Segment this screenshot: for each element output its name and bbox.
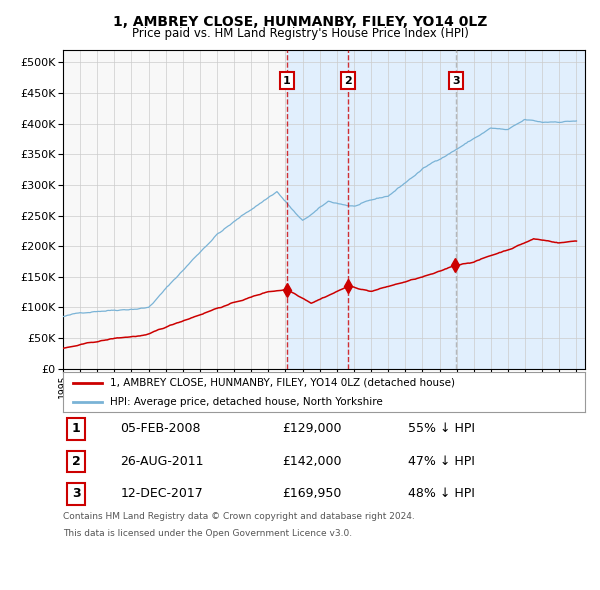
Text: Price paid vs. HM Land Registry's House Price Index (HPI): Price paid vs. HM Land Registry's House … — [131, 27, 469, 40]
Text: 2: 2 — [71, 455, 80, 468]
Text: 26-AUG-2011: 26-AUG-2011 — [121, 455, 204, 468]
Text: 1, AMBREY CLOSE, HUNMANBY, FILEY, YO14 0LZ (detached house): 1, AMBREY CLOSE, HUNMANBY, FILEY, YO14 0… — [110, 378, 455, 388]
Text: HPI: Average price, detached house, North Yorkshire: HPI: Average price, detached house, Nort… — [110, 397, 383, 407]
Text: 05-FEB-2008: 05-FEB-2008 — [121, 422, 201, 435]
Text: 47% ↓ HPI: 47% ↓ HPI — [407, 455, 475, 468]
Text: 12-DEC-2017: 12-DEC-2017 — [121, 487, 203, 500]
Text: £142,000: £142,000 — [282, 455, 342, 468]
Bar — [287, 50, 348, 369]
Text: 2: 2 — [344, 76, 352, 86]
Text: 1, AMBREY CLOSE, HUNMANBY, FILEY, YO14 0LZ: 1, AMBREY CLOSE, HUNMANBY, FILEY, YO14 0… — [113, 15, 487, 29]
Text: Contains HM Land Registry data © Crown copyright and database right 2024.: Contains HM Land Registry data © Crown c… — [63, 512, 415, 521]
Text: 3: 3 — [452, 76, 460, 86]
Text: 1: 1 — [283, 76, 291, 86]
Text: 55% ↓ HPI: 55% ↓ HPI — [407, 422, 475, 435]
Text: This data is licensed under the Open Government Licence v3.0.: This data is licensed under the Open Gov… — [63, 529, 352, 537]
Bar — [348, 50, 456, 369]
Text: 3: 3 — [72, 487, 80, 500]
Text: £169,950: £169,950 — [282, 487, 341, 500]
Text: 1: 1 — [71, 422, 80, 435]
Bar — [456, 50, 585, 369]
Text: £129,000: £129,000 — [282, 422, 342, 435]
Text: 48% ↓ HPI: 48% ↓ HPI — [407, 487, 475, 500]
